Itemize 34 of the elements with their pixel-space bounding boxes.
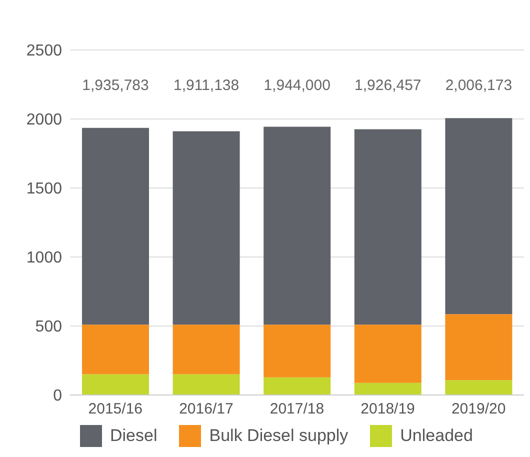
x-tick-label: 2016/17	[179, 400, 234, 418]
bar	[264, 126, 331, 325]
y-tick-label: 2000	[26, 112, 62, 129]
bar	[264, 377, 331, 395]
bar	[354, 129, 422, 325]
y-tick-label: 0	[53, 388, 62, 405]
x-tick-label: 2018/19	[360, 400, 415, 418]
x-tick-label: 2017/18	[270, 400, 324, 418]
bar	[445, 314, 512, 380]
legend-label: Diesel	[109, 425, 158, 447]
y-tick-label: 500	[35, 318, 62, 336]
annotation: 1,911,138	[173, 77, 240, 94]
bar	[264, 324, 331, 378]
legend-label: Bulk Diesel supply	[208, 425, 348, 447]
bar	[354, 324, 422, 383]
bar	[82, 128, 149, 325]
annotation: 1,944,000	[264, 77, 330, 94]
bar	[172, 374, 240, 395]
bar	[172, 324, 240, 374]
annotation: 1,935,783	[82, 77, 149, 94]
bar	[445, 380, 512, 395]
annotation: 1,926,457	[354, 77, 422, 94]
x-tick-label: 2015/16	[88, 400, 143, 418]
bar	[445, 118, 512, 314]
bar	[354, 382, 422, 395]
y-tick-label: 2500	[26, 42, 62, 60]
y-tick-label: 1500	[26, 180, 62, 198]
y-tick-label: 1000	[26, 250, 62, 267]
x-tick-label: 2019/20	[451, 400, 506, 418]
bar	[82, 324, 149, 374]
bar	[172, 131, 240, 325]
annotation: 2,006,173	[445, 77, 512, 94]
legend-label: Unleaded	[399, 425, 473, 447]
bar	[82, 374, 149, 395]
